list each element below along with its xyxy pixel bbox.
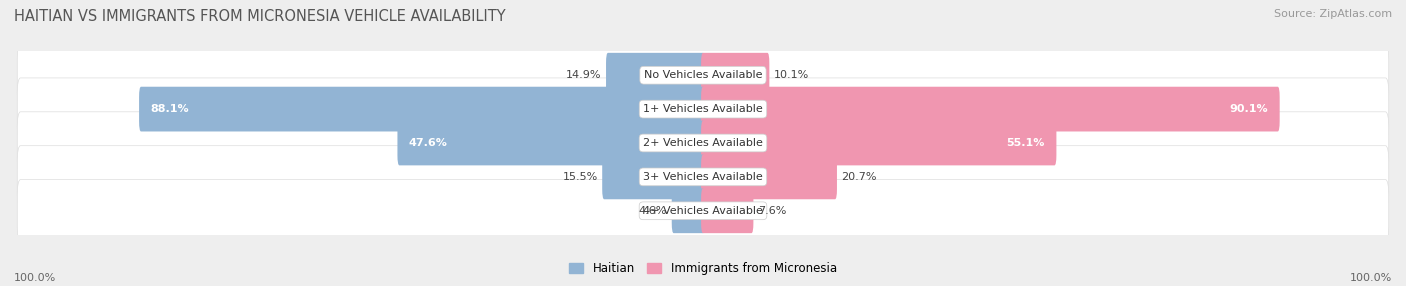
Text: HAITIAN VS IMMIGRANTS FROM MICRONESIA VEHICLE AVAILABILITY: HAITIAN VS IMMIGRANTS FROM MICRONESIA VE… [14, 9, 506, 23]
Text: No Vehicles Available: No Vehicles Available [644, 70, 762, 80]
Text: 4.6%: 4.6% [638, 206, 668, 216]
FancyBboxPatch shape [702, 188, 754, 233]
FancyBboxPatch shape [17, 112, 1389, 174]
FancyBboxPatch shape [702, 121, 1056, 165]
FancyBboxPatch shape [17, 146, 1389, 208]
Text: 100.0%: 100.0% [14, 273, 56, 283]
Legend: Haitian, Immigrants from Micronesia: Haitian, Immigrants from Micronesia [565, 257, 841, 280]
Text: 14.9%: 14.9% [567, 70, 602, 80]
FancyBboxPatch shape [602, 154, 704, 199]
FancyBboxPatch shape [17, 78, 1389, 140]
FancyBboxPatch shape [672, 188, 704, 233]
Text: 20.7%: 20.7% [841, 172, 877, 182]
FancyBboxPatch shape [17, 180, 1389, 242]
Text: 10.1%: 10.1% [773, 70, 808, 80]
Text: 7.6%: 7.6% [758, 206, 786, 216]
Text: 47.6%: 47.6% [409, 138, 447, 148]
FancyBboxPatch shape [702, 87, 1279, 132]
Text: 55.1%: 55.1% [1007, 138, 1045, 148]
FancyBboxPatch shape [398, 121, 704, 165]
Text: 3+ Vehicles Available: 3+ Vehicles Available [643, 172, 763, 182]
FancyBboxPatch shape [17, 44, 1389, 106]
Text: 100.0%: 100.0% [1350, 273, 1392, 283]
FancyBboxPatch shape [139, 87, 704, 132]
Text: 4+ Vehicles Available: 4+ Vehicles Available [643, 206, 763, 216]
Text: Source: ZipAtlas.com: Source: ZipAtlas.com [1274, 9, 1392, 19]
Text: 1+ Vehicles Available: 1+ Vehicles Available [643, 104, 763, 114]
Text: 15.5%: 15.5% [562, 172, 598, 182]
Text: 90.1%: 90.1% [1230, 104, 1268, 114]
Text: 2+ Vehicles Available: 2+ Vehicles Available [643, 138, 763, 148]
Text: 88.1%: 88.1% [150, 104, 190, 114]
FancyBboxPatch shape [702, 154, 837, 199]
FancyBboxPatch shape [702, 53, 769, 98]
FancyBboxPatch shape [606, 53, 704, 98]
